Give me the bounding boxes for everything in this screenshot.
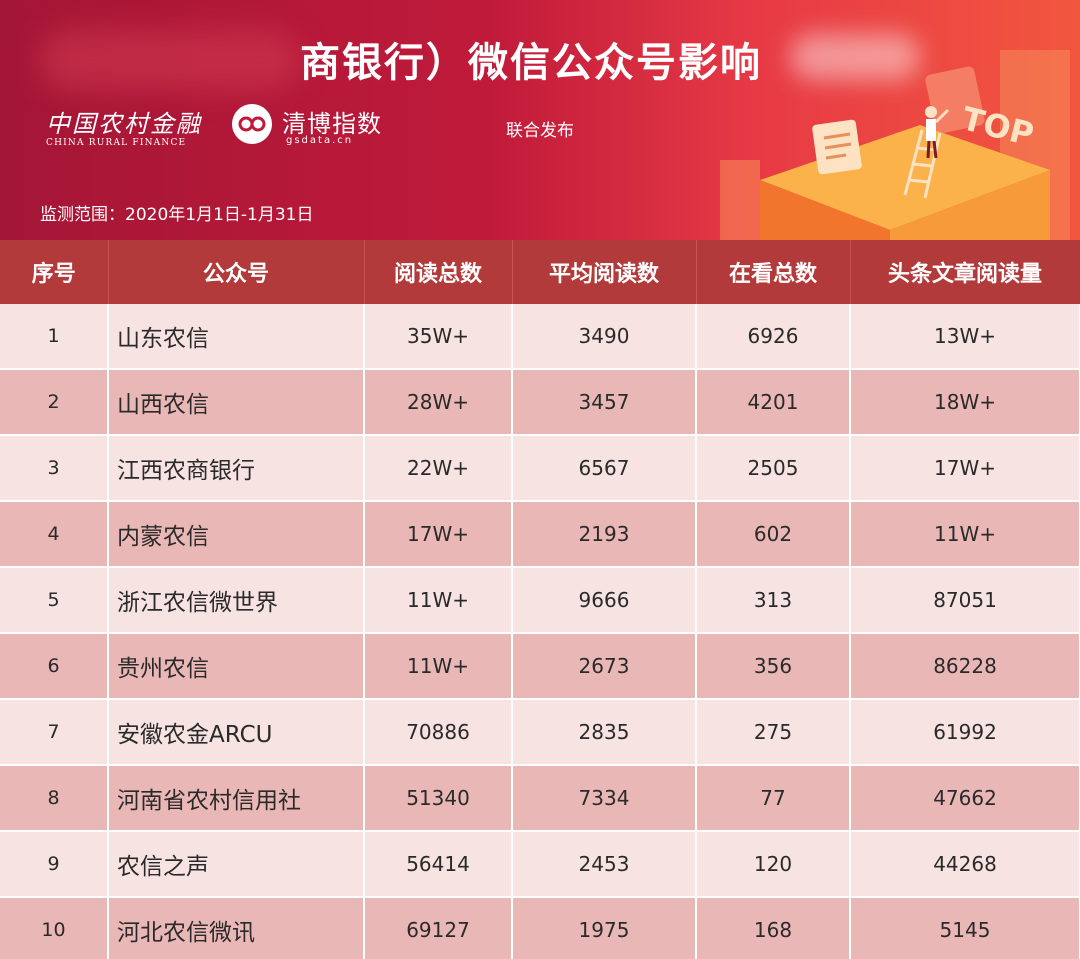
- avg-reads-cell: 2673: [512, 633, 697, 700]
- total-reads-cell: 17W+: [364, 501, 513, 568]
- header-account: 公众号: [108, 240, 365, 304]
- likes-cell: 6926: [696, 304, 851, 370]
- avg-reads-cell: 2835: [512, 699, 697, 766]
- table-row: 7 安徽农金ARCU 70886 2835 275 61992: [0, 699, 1080, 766]
- headline-reads-cell: 61992: [850, 699, 1080, 766]
- rank-cell: 9: [0, 831, 109, 898]
- account-name: 农信之声: [108, 831, 365, 898]
- total-reads-cell: 11W+: [364, 633, 513, 700]
- header-total-reads: 阅读总数: [364, 240, 513, 304]
- joint-release-label: 联合发布: [506, 121, 574, 141]
- total-reads-cell: 69127: [364, 897, 513, 959]
- account-name: 河南省农村信用社: [108, 765, 365, 832]
- avg-reads-cell: 7334: [512, 765, 697, 832]
- likes-cell: 602: [696, 501, 851, 568]
- avg-reads-cell: 6567: [512, 435, 697, 502]
- rank-cell: 4: [0, 501, 109, 568]
- blurred-title-start: [40, 30, 300, 90]
- blurred-title-end: [790, 34, 920, 80]
- account-name: 安徽农金ARCU: [108, 699, 365, 766]
- account-name: 浙江农信微世界: [108, 567, 365, 634]
- total-reads-cell: 11W+: [364, 567, 513, 634]
- ranking-table: 序号 公众号 阅读总数 平均阅读数 在看总数 头条文章阅读量 1 山东农信 35W+…: [0, 240, 1080, 959]
- total-reads-cell: 22W+: [364, 435, 513, 502]
- total-reads-cell: 56414: [364, 831, 513, 898]
- likes-cell: 275: [696, 699, 851, 766]
- total-reads-cell: 51340: [364, 765, 513, 832]
- avg-reads-cell: 2453: [512, 831, 697, 898]
- header-rank: 序号: [0, 240, 109, 304]
- table-row: 4 内蒙农信 17W+ 2193 602 11W+: [0, 501, 1080, 568]
- headline-reads-cell: 44268: [850, 831, 1080, 898]
- gsdata-name: 清博指数: [282, 110, 382, 138]
- headline-reads-cell: 17W+: [850, 435, 1080, 502]
- rank-cell: 1: [0, 304, 109, 370]
- avg-reads-cell: 1975: [512, 897, 697, 959]
- likes-cell: 77: [696, 765, 851, 832]
- headline-reads-cell: 18W+: [850, 369, 1080, 436]
- likes-cell: 168: [696, 897, 851, 959]
- rank-cell: 8: [0, 765, 109, 832]
- table-row: 2 山西农信 28W+ 3457 4201 18W+: [0, 369, 1080, 436]
- top-podium-illustration: [720, 50, 1070, 240]
- table-row: 8 河南省农村信用社 51340 7334 77 47662: [0, 765, 1080, 832]
- likes-cell: 313: [696, 567, 851, 634]
- rank-cell: 5: [0, 567, 109, 634]
- account-name: 山东农信: [108, 304, 365, 370]
- rank-cell: 6: [0, 633, 109, 700]
- headline-reads-cell: 47662: [850, 765, 1080, 832]
- account-name: 贵州农信: [108, 633, 365, 700]
- account-name: 山西农信: [108, 369, 365, 436]
- gsdata-url: gsdata.cn: [286, 135, 354, 146]
- avg-reads-cell: 3457: [512, 369, 697, 436]
- header-avg-reads: 平均阅读数: [512, 240, 697, 304]
- headline-reads-cell: 87051: [850, 567, 1080, 634]
- account-name: 内蒙农信: [108, 501, 365, 568]
- likes-cell: 356: [696, 633, 851, 700]
- total-reads-cell: 70886: [364, 699, 513, 766]
- svg-text:TOP: TOP: [960, 100, 1038, 150]
- rank-cell: 2: [0, 369, 109, 436]
- likes-cell: 4201: [696, 369, 851, 436]
- avg-reads-cell: 2193: [512, 501, 697, 568]
- account-name: 江西农商银行: [108, 435, 365, 502]
- rank-cell: 10: [0, 897, 109, 959]
- top-badge: TOP: [960, 100, 1038, 150]
- table-row: 10 河北农信微讯 69127 1975 168 5145: [0, 897, 1080, 959]
- table-header-row: 序号 公众号 阅读总数 平均阅读数 在看总数 头条文章阅读量: [0, 240, 1080, 304]
- avg-reads-cell: 9666: [512, 567, 697, 634]
- headline-reads-cell: 5145: [850, 897, 1080, 959]
- avg-reads-cell: 3490: [512, 304, 697, 370]
- total-reads-cell: 28W+: [364, 369, 513, 436]
- rank-cell: 7: [0, 699, 109, 766]
- table-row: 1 山东农信 35W+ 3490 6926 13W+: [0, 304, 1080, 370]
- likes-cell: 2505: [696, 435, 851, 502]
- headline-reads-cell: 86228: [850, 633, 1080, 700]
- header-likes: 在看总数: [696, 240, 851, 304]
- headline-reads-cell: 13W+: [850, 304, 1080, 370]
- table-row: 5 浙江农信微世界 11W+ 9666 313 87051: [0, 567, 1080, 634]
- table-row: 9 农信之声 56414 2453 120 44268: [0, 831, 1080, 898]
- total-reads-cell: 35W+: [364, 304, 513, 370]
- rank-cell: 3: [0, 435, 109, 502]
- page-title: 商银行）微信公众号影响: [300, 40, 762, 86]
- monitor-range: 监测范围：2020年1月1日-1月31日: [40, 205, 314, 225]
- header-headline-reads: 头条文章阅读量: [850, 240, 1080, 304]
- likes-cell: 120: [696, 831, 851, 898]
- table-row: 6 贵州农信 11W+ 2673 356 86228: [0, 633, 1080, 700]
- table-row: 3 江西农商银行 22W+ 6567 2505 17W+: [0, 435, 1080, 502]
- account-name: 河北农信微讯: [108, 897, 365, 959]
- china-rural-finance-logo-en: CHINA RURAL FINANCE: [46, 138, 187, 148]
- headline-reads-cell: 11W+: [850, 501, 1080, 568]
- gsdata-logo-icon: [232, 104, 272, 144]
- china-rural-finance-logo: 中国农村金融: [46, 110, 202, 138]
- banner: 商银行）微信公众号影响 中国农村金融 CHINA RURAL FINANCE 清…: [0, 0, 1080, 240]
